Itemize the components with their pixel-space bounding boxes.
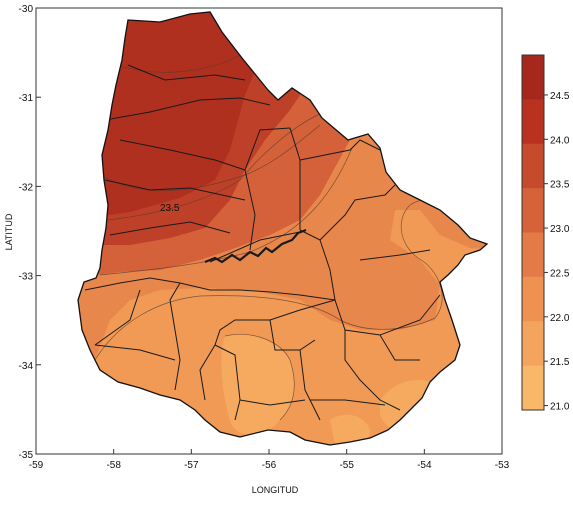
colorbar-swatch xyxy=(522,55,544,100)
zone-21-5-south xyxy=(221,334,295,435)
colorbar-swatch xyxy=(522,276,544,322)
y-tick-label: -33 xyxy=(19,272,34,283)
colorbar-swatch xyxy=(522,321,544,367)
colorbar-tick-label: 24.5 xyxy=(550,91,570,102)
y-tick-label: -30 xyxy=(19,4,34,15)
y-tick-label: -35 xyxy=(19,450,34,461)
colorbar-swatch xyxy=(522,143,544,189)
colorbar-tick-label: 23.0 xyxy=(550,224,570,235)
x-tick-label: -54 xyxy=(417,460,432,471)
x-tick-label: -58 xyxy=(106,460,121,471)
colorbar-swatch xyxy=(522,365,544,411)
colorbar-swatch xyxy=(522,188,544,233)
x-tick-label: -59 xyxy=(29,460,44,471)
y-tick-label: -32 xyxy=(19,182,34,193)
colorbar-tick-label: 23.5 xyxy=(550,180,570,191)
colorbar-tick-label: 22.5 xyxy=(550,268,570,279)
contour-label: 23.5 xyxy=(160,203,180,214)
x-tick-label: -57 xyxy=(184,460,199,471)
x-tick-label: -56 xyxy=(262,460,277,471)
colorbar-tick-label: 21.0 xyxy=(550,402,570,413)
department-borders xyxy=(84,64,441,421)
zone-21-5-centre xyxy=(330,414,371,445)
x-tick-label: -55 xyxy=(339,460,354,471)
country-outline xyxy=(77,11,489,446)
rio-negro-reservoir xyxy=(204,228,307,264)
colorbar-legend: 24.5 24.0 23.5 23.0 22.5 22.0 21.5 21.0 xyxy=(521,54,570,413)
x-axis-ticks: -59 -58 -57 -56 -55 -54 -53 xyxy=(29,449,510,471)
y-axis-label: LATITUD xyxy=(4,213,14,250)
y-tick-label: -31 xyxy=(19,93,34,104)
colorbar-swatch xyxy=(522,232,544,278)
x-tick-label: -53 xyxy=(495,460,510,471)
y-axis-ticks: -30 -31 -32 -33 -34 -35 xyxy=(19,4,41,461)
y-tick-label: -34 xyxy=(19,361,34,372)
colorbar-tick-label: 22.0 xyxy=(550,313,570,324)
colorbar-swatch xyxy=(522,99,544,145)
colorbar-frame xyxy=(521,54,545,411)
colorbar-tick-label: 21.5 xyxy=(550,357,570,368)
colorbar-tick-label: 24.0 xyxy=(550,135,570,146)
x-axis-label: LONGITUD xyxy=(252,485,299,495)
